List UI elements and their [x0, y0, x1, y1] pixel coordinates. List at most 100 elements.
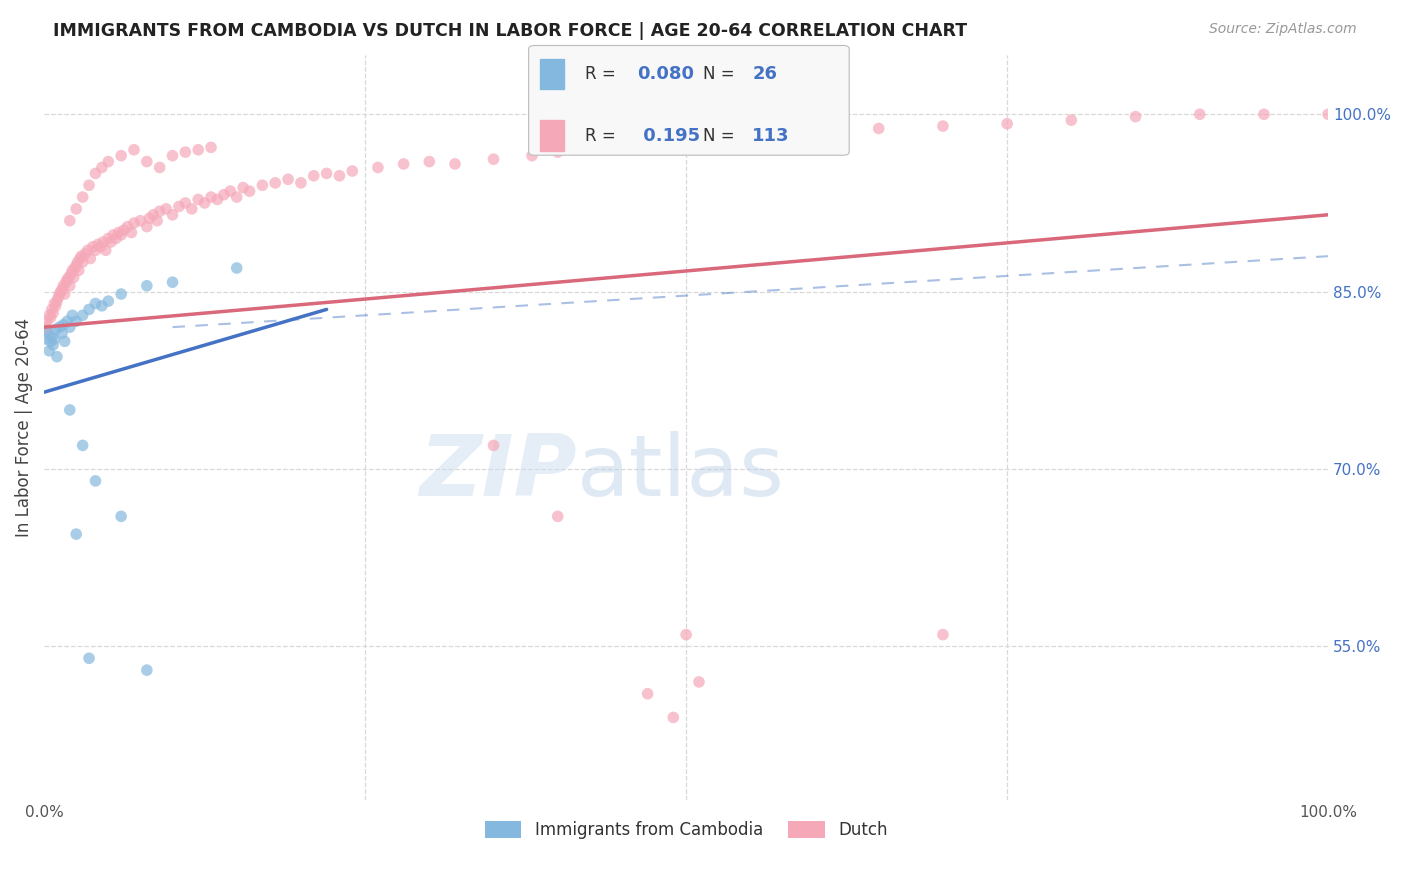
- Point: [79, 252, 101, 266]
- Point: [60, 308, 83, 322]
- Point: [662, 710, 685, 724]
- Point: [200, 190, 222, 204]
- Point: [105, 231, 128, 245]
- Text: IMMIGRANTS FROM CAMBODIA VS DUTCH IN LABOR FORCE | AGE 20-64 CORRELATION CHART: IMMIGRANTS FROM CAMBODIA VS DUTCH IN LAB…: [53, 22, 967, 40]
- Text: 0.195: 0.195: [637, 127, 700, 145]
- Point: [35, 314, 58, 328]
- Point: [117, 219, 139, 234]
- Point: [194, 196, 217, 211]
- Point: [688, 675, 710, 690]
- Point: [803, 125, 825, 139]
- Point: [45, 322, 67, 336]
- Point: [110, 227, 132, 242]
- Point: [520, 149, 543, 163]
- Point: [77, 651, 100, 665]
- Point: [252, 178, 274, 193]
- Point: [1253, 107, 1275, 121]
- Point: [232, 180, 254, 194]
- Point: [162, 208, 184, 222]
- Point: [42, 306, 65, 320]
- Text: 0.080: 0.080: [637, 65, 695, 83]
- Point: [53, 287, 76, 301]
- Point: [167, 200, 190, 214]
- Point: [277, 172, 299, 186]
- Text: R =: R =: [585, 65, 621, 83]
- Point: [138, 211, 160, 226]
- Point: [129, 213, 152, 227]
- Point: [35, 326, 58, 340]
- Point: [142, 208, 165, 222]
- Point: [187, 143, 209, 157]
- Point: [107, 226, 129, 240]
- Point: [94, 244, 117, 258]
- Point: [112, 223, 135, 237]
- Point: [315, 166, 337, 180]
- Point: [1125, 110, 1147, 124]
- Point: [72, 438, 94, 452]
- Point: [38, 343, 60, 358]
- Point: [60, 263, 83, 277]
- Point: [547, 145, 569, 160]
- Point: [39, 334, 62, 349]
- Point: [65, 527, 87, 541]
- Point: [135, 278, 157, 293]
- Point: [110, 509, 132, 524]
- Text: ZIP: ZIP: [419, 431, 576, 514]
- Point: [225, 190, 247, 204]
- Point: [110, 287, 132, 301]
- Point: [174, 145, 197, 160]
- Point: [65, 202, 87, 216]
- Point: [87, 237, 110, 252]
- Point: [155, 202, 177, 216]
- Point: [56, 273, 79, 287]
- Text: R =: R =: [585, 127, 621, 145]
- Point: [66, 255, 89, 269]
- Point: [37, 322, 59, 336]
- Point: [51, 326, 73, 340]
- Point: [444, 157, 467, 171]
- Point: [49, 285, 72, 299]
- Point: [135, 663, 157, 677]
- Point: [46, 294, 69, 309]
- Point: [56, 314, 79, 328]
- Point: [740, 131, 762, 145]
- Point: [91, 235, 114, 249]
- Point: [82, 240, 104, 254]
- Point: [46, 291, 69, 305]
- Point: [207, 193, 229, 207]
- Point: [45, 299, 67, 313]
- Point: [51, 282, 73, 296]
- Point: [162, 275, 184, 289]
- Point: [103, 227, 125, 242]
- Point: [59, 403, 82, 417]
- Point: [58, 270, 80, 285]
- Point: [290, 176, 312, 190]
- Point: [52, 278, 75, 293]
- Point: [650, 136, 672, 151]
- Point: [174, 196, 197, 211]
- Point: [264, 176, 287, 190]
- Point: [39, 310, 62, 325]
- Point: [84, 244, 107, 258]
- Text: atlas: atlas: [576, 431, 785, 514]
- Point: [995, 117, 1018, 131]
- Point: [149, 161, 172, 175]
- Point: [328, 169, 350, 183]
- Point: [97, 231, 120, 245]
- Point: [418, 154, 440, 169]
- Point: [392, 157, 415, 171]
- Point: [90, 240, 112, 254]
- Point: [53, 334, 76, 349]
- Point: [135, 154, 157, 169]
- Point: [75, 247, 97, 261]
- Point: [84, 166, 107, 180]
- Point: [48, 320, 70, 334]
- Point: [38, 308, 60, 322]
- Point: [146, 213, 169, 227]
- Point: [72, 190, 94, 204]
- Point: [44, 296, 66, 310]
- Point: [122, 143, 145, 157]
- Point: [90, 161, 112, 175]
- Point: [41, 329, 63, 343]
- Point: [212, 187, 235, 202]
